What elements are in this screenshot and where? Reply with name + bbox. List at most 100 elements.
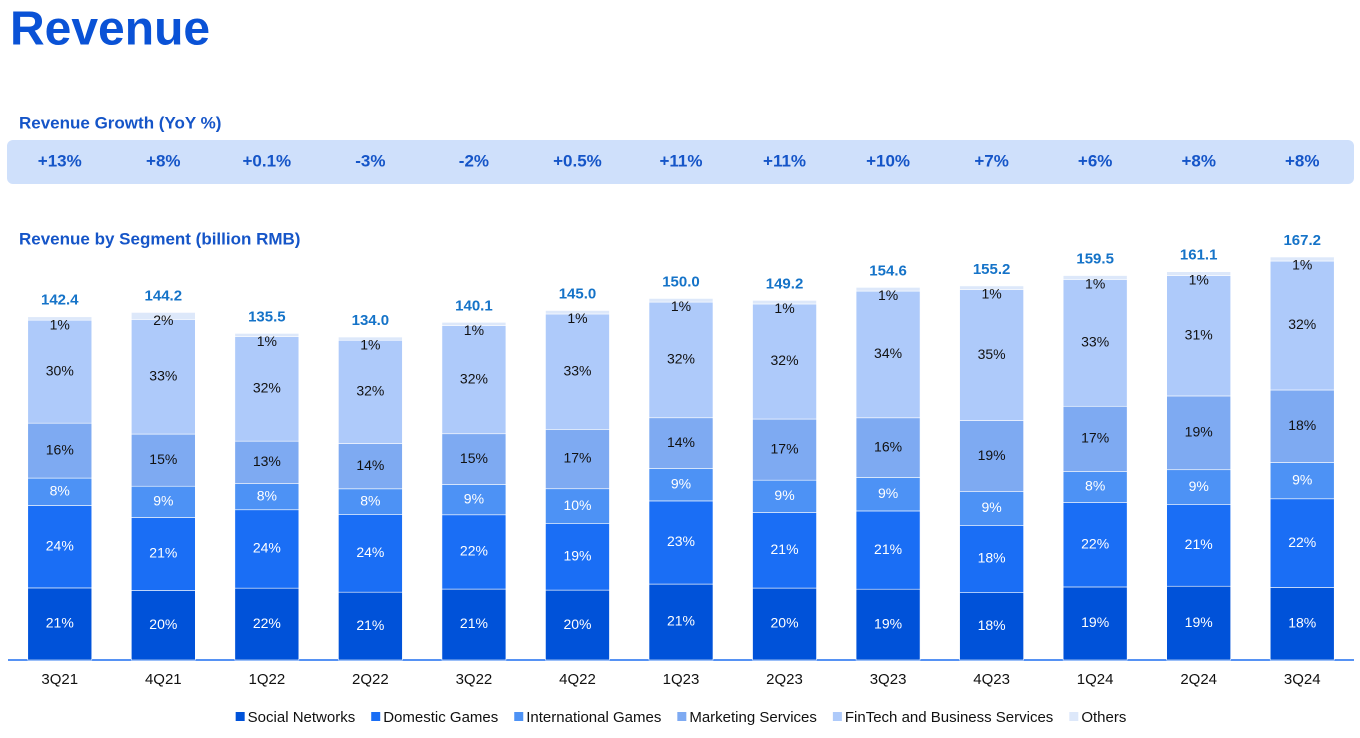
legend-label: Social Networks [248,709,356,726]
segment-label: 9% [878,485,898,501]
growth-title: Revenue Growth (YoY %) [19,113,221,132]
x-tick-label: 3Q22 [456,671,493,688]
segment-label: 24% [46,537,74,553]
segment-label: 1% [774,300,794,316]
segment-label: 32% [253,380,281,396]
total-label: 145.0 [559,285,597,302]
legend-label: Marketing Services [689,709,817,726]
bar-segment [338,514,403,593]
segment-label: 10% [563,497,591,513]
segment-label: 2% [153,312,173,328]
segment-label: 32% [667,351,695,367]
bar-segment [1062,275,1128,280]
bar-segment [27,477,93,506]
bar-segment [1062,471,1128,503]
legend-swatch [514,712,524,721]
bar-segment [27,422,93,479]
segment-label: 1% [981,286,1001,302]
segment-label: 1% [464,322,484,338]
bar-segment [1166,275,1231,397]
segment-label: 9% [1292,471,1312,487]
segment-label: 22% [1288,534,1316,550]
segment-label: 22% [1081,535,1109,551]
segment-label: 19% [978,447,1006,463]
bar-segment [338,443,403,490]
bar-segment [752,303,817,420]
segment-label: 8% [360,492,380,508]
segment-label: 23% [667,533,695,549]
bar-segment [1166,504,1231,587]
segment-label: 13% [253,453,281,469]
segment-label: 24% [253,540,281,556]
segment-label: 1% [360,337,380,353]
segment-label: 9% [153,493,173,509]
segment-label: 1% [567,310,587,326]
x-tick-label: 2Q23 [766,671,803,688]
segment-label: 9% [1189,478,1209,494]
segment-label: 1% [50,316,70,332]
bar-segment [1166,585,1231,661]
segment-label: 1% [878,287,898,303]
x-tick-label: 1Q22 [248,671,285,688]
bar-segment [131,312,196,320]
bar-segment [752,418,817,481]
segment-label: 21% [771,541,799,557]
bar-segment [338,591,403,661]
segment-label: 33% [563,362,591,378]
x-tick-label: 1Q24 [1077,671,1114,688]
segment-label: 8% [50,483,70,499]
segment-label: 30% [46,362,74,378]
growth-label: +8% [1181,151,1216,170]
segment-label: 24% [356,544,384,560]
bar-segment [648,500,714,585]
growth-band [7,140,1354,184]
legend-label: Domestic Games [383,709,498,726]
segment-label: 15% [149,451,177,467]
bar-segment [1166,469,1231,505]
legend-label: International Games [526,709,661,726]
segment-label: 17% [771,440,799,456]
bar-segment [1062,586,1128,661]
segment-label: 8% [257,487,277,503]
bar-segment [959,285,1024,290]
bar-segment [1166,395,1231,471]
bar-segment [1062,405,1128,472]
chart-title: Revenue [10,3,210,56]
bar-segment [1269,587,1335,661]
x-tick-label: 2Q22 [352,671,389,688]
bar-segment [441,484,507,516]
x-tick-label: 1Q23 [663,671,700,688]
bar-segment [855,417,921,478]
segment-label: 9% [464,490,484,506]
bar-segment [855,287,921,292]
segment-label: 19% [1185,424,1213,440]
legend-swatch [371,712,381,721]
total-label: 167.2 [1283,232,1321,249]
x-tick-label: 2Q24 [1180,671,1217,688]
growth-label: +11% [659,151,702,170]
segment-label: 32% [356,383,384,399]
bar-segment [648,583,714,661]
bar-segment [131,319,196,435]
segment-label: 9% [671,475,691,491]
bar-segment [545,488,610,524]
segment-label: 18% [1288,614,1316,630]
segment-label: 21% [460,615,488,631]
growth-label: +13% [38,151,82,170]
bar-segment [648,298,714,303]
segment-label: 32% [771,352,799,368]
bar-segment [1269,498,1335,588]
bar-segment [855,588,921,661]
segment-label: 35% [978,346,1006,362]
legend-swatch [832,712,842,721]
segment-label: 21% [667,613,695,629]
segment-label: 1% [671,298,691,314]
legend-swatch [677,712,687,721]
segment-label: 9% [774,487,794,503]
total-label: 161.1 [1180,247,1218,264]
segment-label: 20% [563,616,591,632]
segment-label: 17% [563,450,591,466]
chart-subtitle: Revenue by Segment (billion RMB) [19,229,300,248]
x-tick-label: 4Q23 [973,671,1010,688]
